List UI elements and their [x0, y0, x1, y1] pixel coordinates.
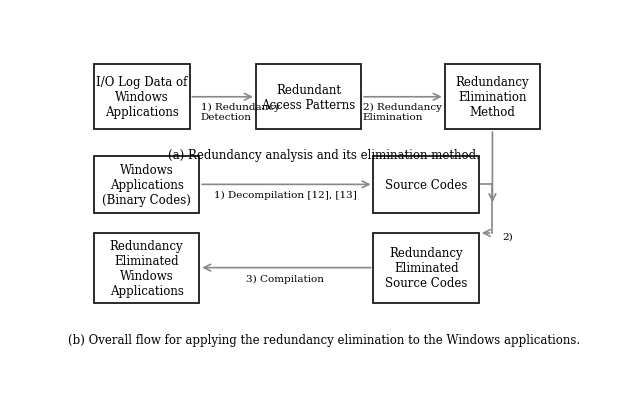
- Text: 2): 2): [502, 232, 513, 241]
- Text: Redundancy
Eliminated
Windows
Applications: Redundancy Eliminated Windows Applicatio…: [110, 239, 184, 297]
- FancyBboxPatch shape: [94, 156, 199, 213]
- FancyBboxPatch shape: [373, 233, 479, 303]
- FancyBboxPatch shape: [94, 65, 189, 130]
- Text: I/O Log Data of
Windows
Applications: I/O Log Data of Windows Applications: [96, 76, 187, 119]
- FancyBboxPatch shape: [94, 233, 199, 303]
- Text: 2) Redundancy
Elimination: 2) Redundancy Elimination: [363, 102, 442, 122]
- Text: Redundant
Access Patterns: Redundant Access Patterns: [261, 83, 356, 111]
- Text: Redundancy
Elimination
Method: Redundancy Elimination Method: [456, 76, 529, 119]
- FancyBboxPatch shape: [444, 65, 540, 130]
- Text: 1) Decompilation [12], [13]: 1) Decompilation [12], [13]: [214, 191, 356, 200]
- Text: (a) Redundancy analysis and its elimination method.: (a) Redundancy analysis and its eliminat…: [168, 148, 480, 161]
- FancyBboxPatch shape: [373, 156, 479, 213]
- FancyBboxPatch shape: [256, 65, 361, 130]
- Text: (b) Overall flow for applying the redundancy elimination to the Windows applicat: (b) Overall flow for applying the redund…: [68, 333, 580, 346]
- Text: 1) Redundancy
Detection: 1) Redundancy Detection: [201, 102, 280, 122]
- Text: Source Codes: Source Codes: [385, 178, 467, 191]
- Text: 3) Compilation: 3) Compilation: [246, 274, 324, 283]
- Text: Redundancy
Eliminated
Source Codes: Redundancy Eliminated Source Codes: [385, 247, 467, 290]
- Text: Windows
Applications
(Binary Codes): Windows Applications (Binary Codes): [102, 163, 191, 206]
